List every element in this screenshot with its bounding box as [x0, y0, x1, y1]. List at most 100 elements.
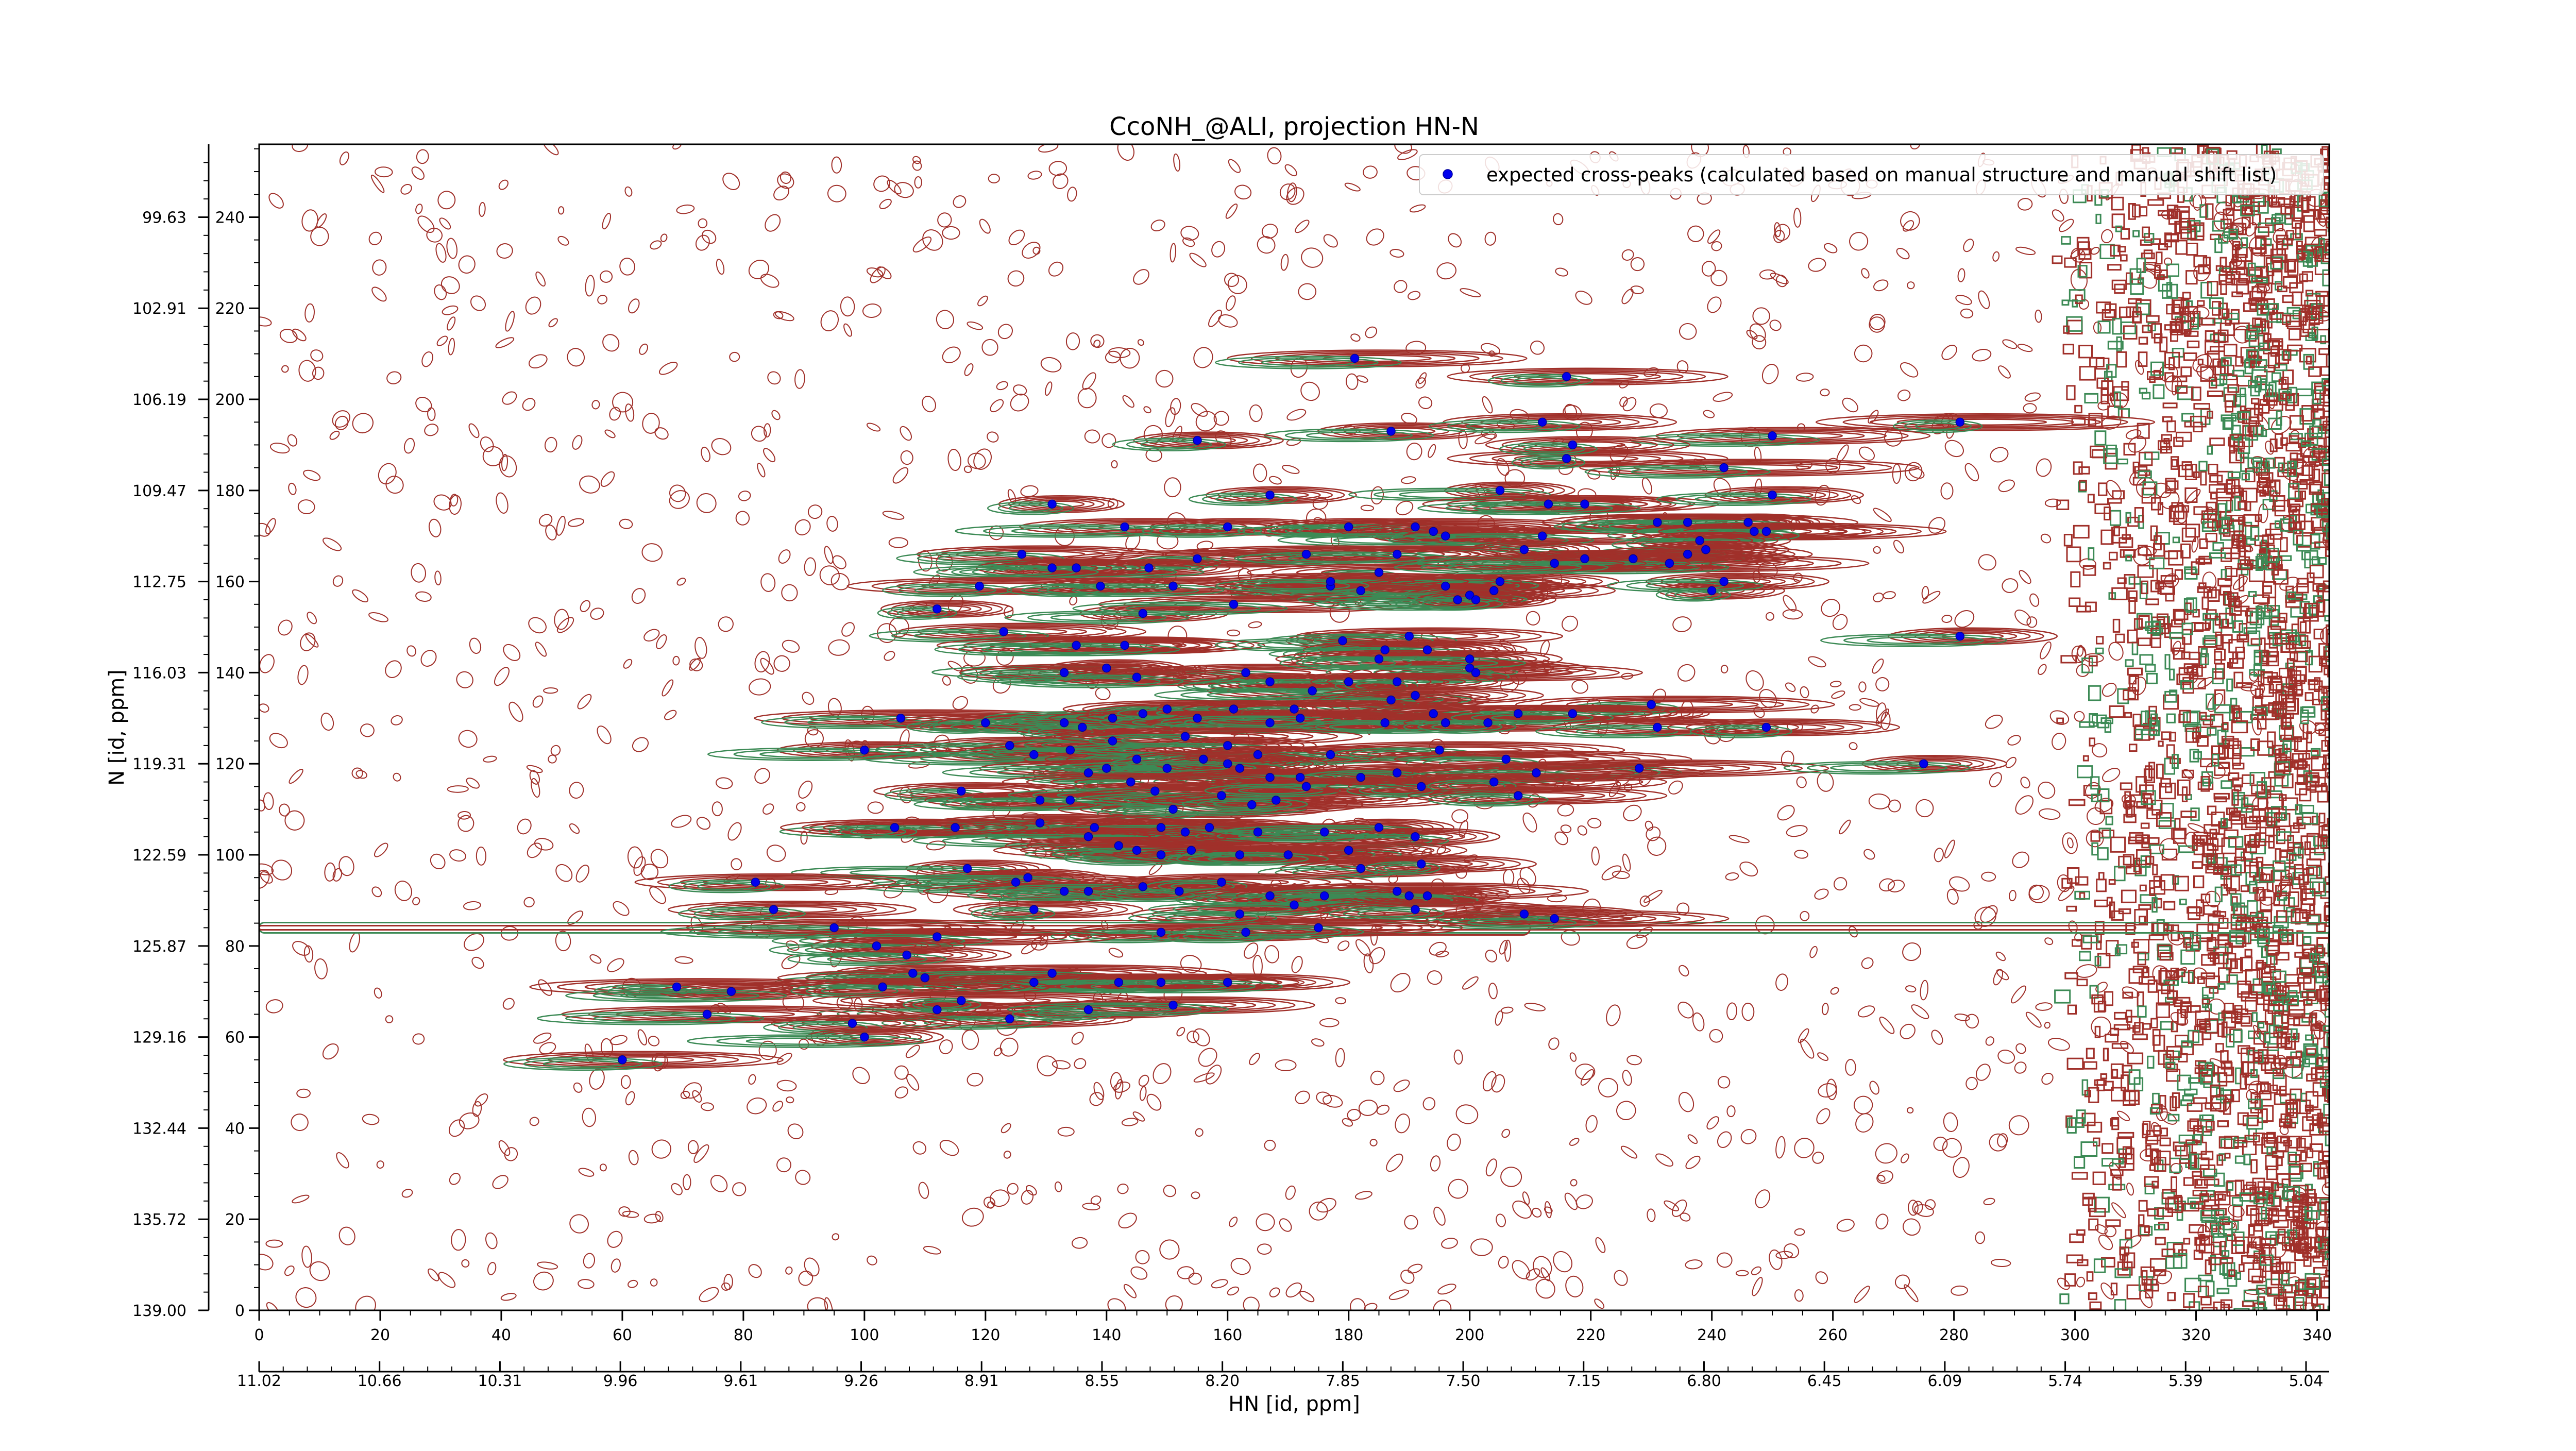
edge-noise-contour	[2164, 690, 2177, 703]
noise-contour	[774, 311, 794, 322]
noise-contour	[332, 575, 344, 587]
noise-contour	[942, 676, 951, 686]
noise-contour	[2020, 777, 2030, 789]
noise-contour	[597, 726, 612, 745]
noise-contour	[1422, 1097, 1436, 1110]
noise-contour	[2067, 837, 2074, 849]
noise-contour	[1739, 862, 1758, 876]
noise-contour	[1706, 1116, 1719, 1130]
noise-contour	[1234, 184, 1252, 200]
noise-contour	[1488, 983, 1498, 1000]
noise-contour	[1868, 410, 1879, 424]
noise-contour	[1257, 1243, 1272, 1255]
noise-contour	[447, 785, 469, 793]
noise-contour	[394, 881, 412, 901]
noise-contour	[482, 446, 504, 466]
noise-contour	[573, 1082, 583, 1093]
noise-contour	[448, 338, 455, 356]
noise-contour	[1323, 1094, 1343, 1108]
noise-contour	[676, 578, 686, 586]
noise-contour	[1873, 546, 1881, 554]
noise-contour	[1227, 1286, 1240, 1296]
edge-noise-contour	[2226, 1234, 2236, 1241]
noise-contour	[2174, 503, 2188, 524]
noise-contour	[633, 856, 646, 876]
noise-contour	[2014, 1061, 2027, 1074]
noise-contour	[1530, 340, 1545, 355]
noise-contour	[1295, 1090, 1310, 1104]
noise-contour	[1084, 429, 1100, 444]
noise-contour	[385, 1015, 394, 1023]
noise-contour	[604, 429, 616, 438]
noise-contour	[1244, 942, 1259, 959]
noise-contour	[773, 185, 789, 201]
noise-contour	[1761, 364, 1779, 384]
noise-contour	[1110, 1072, 1122, 1090]
noise-contour	[266, 1302, 279, 1310]
noise-contour	[1975, 1231, 1986, 1244]
noise-contour	[914, 176, 922, 189]
noise-contour	[827, 184, 846, 203]
noise-contour	[2008, 1115, 2029, 1136]
noise-contour	[2012, 851, 2029, 868]
noise-contour	[304, 303, 315, 323]
noise-contour	[676, 204, 695, 214]
noise-contour	[1900, 362, 1919, 378]
noise-contour	[607, 958, 624, 972]
edge-noise-contour	[2250, 638, 2263, 645]
noise-contour	[873, 175, 891, 192]
noise-contour	[1849, 704, 1861, 711]
noise-contour	[1575, 1064, 1596, 1081]
noise-contour	[1535, 1278, 1555, 1299]
noise-contour	[888, 537, 908, 548]
noise-contour	[1485, 1158, 1497, 1176]
noise-contour	[1883, 591, 1896, 600]
noise-contour	[699, 1287, 719, 1303]
noise-contour	[1854, 1286, 1870, 1303]
noise-contour	[749, 678, 771, 696]
noise-contour	[368, 612, 388, 622]
noise-contour	[1595, 1237, 1606, 1253]
noise-contour	[1875, 1143, 1897, 1164]
noise-contour	[532, 695, 544, 708]
noise-contour	[1577, 825, 1587, 836]
noise-contour	[427, 407, 436, 421]
noise-contour	[824, 1297, 834, 1310]
noise-contour	[567, 910, 584, 925]
noise-contour	[1027, 171, 1042, 180]
noise-contour	[1591, 846, 1600, 866]
noise-contour	[781, 584, 798, 602]
noise-contour	[310, 227, 329, 246]
noise-contour	[1211, 1279, 1228, 1289]
noise-contour	[457, 815, 474, 832]
edge-noise-contour	[2125, 659, 2134, 667]
noise-contour	[463, 901, 481, 910]
noise-contour	[1500, 1167, 1522, 1187]
noise-contour	[894, 1065, 909, 1080]
noise-contour	[582, 1107, 596, 1127]
noise-contour	[1249, 1053, 1260, 1066]
noise-contour	[1191, 403, 1208, 417]
edge-noise-contour	[2113, 1024, 2131, 1031]
noise-contour	[2092, 743, 2108, 758]
edge-noise-contour	[2323, 646, 2329, 659]
noise-contour	[1726, 1002, 1737, 1020]
noise-contour	[1082, 1203, 1100, 1211]
edge-noise-contour	[2124, 1252, 2136, 1269]
noise-contour	[867, 801, 884, 814]
noise-contour	[279, 329, 298, 343]
noise-contour	[437, 191, 456, 210]
noise-contour	[1038, 144, 1059, 153]
noise-contour	[554, 609, 569, 630]
edge-noise-contour	[2184, 1277, 2201, 1292]
noise-contour	[819, 565, 840, 585]
noise-contour	[458, 730, 478, 748]
noise-contour	[589, 1068, 605, 1090]
noise-contour	[440, 276, 460, 294]
noise-contour	[1117, 1184, 1129, 1194]
noise-contour	[1093, 340, 1101, 348]
noise-contour	[662, 679, 674, 697]
noise-contour	[2002, 578, 2019, 593]
noise-contour	[2283, 1058, 2304, 1078]
noise-contour	[1824, 243, 1838, 254]
